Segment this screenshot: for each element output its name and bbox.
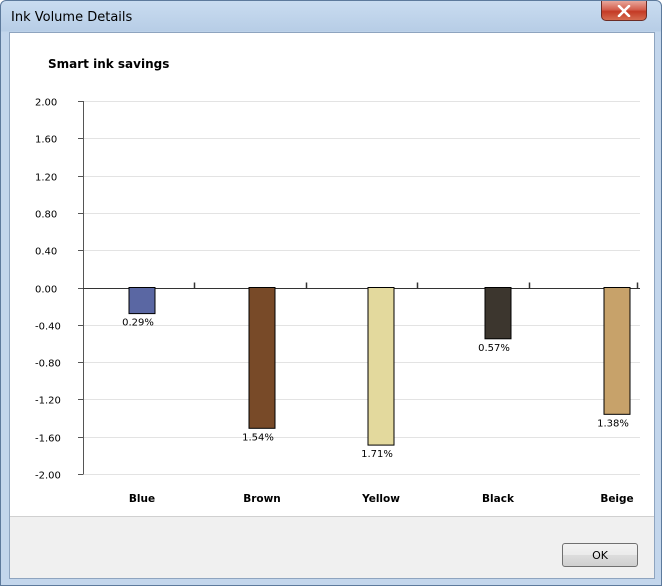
title-bar[interactable]: Ink Volume Details	[1, 1, 661, 32]
y-tick-label: -1.20	[35, 396, 61, 407]
bar-black	[484, 287, 512, 340]
category-label: Yellow	[361, 493, 400, 505]
bar-chart: 2.00 1.60 1.20 0.80 0.40 0.00 -0.40 -0.80 -1.20 -…	[35, 98, 640, 505]
y-tick-label: 0.80	[35, 210, 57, 221]
y-tick-label: -0.80	[35, 359, 61, 370]
bar-yellow	[367, 287, 395, 446]
y-tick-label: -2.00	[35, 471, 61, 482]
close-icon	[617, 5, 631, 17]
bar-brown	[248, 287, 276, 429]
window-title: Ink Volume Details	[11, 10, 133, 25]
bar-beige	[603, 287, 631, 415]
category-label: Black	[482, 493, 515, 505]
chart-title: Smart ink savings	[48, 57, 170, 71]
chart-panel: Smart ink savings 2.00 1.60 1.20 0.80 0.40 0.…	[10, 33, 654, 517]
y-tick-label: 1.20	[35, 173, 57, 184]
data-label: 1.38%	[597, 418, 629, 429]
y-tick-label: 1.60	[35, 135, 57, 146]
category-label: Brown	[243, 493, 281, 505]
y-tick-label: 0.40	[35, 247, 57, 258]
category-label: Beige	[600, 493, 633, 505]
bar-blue	[128, 287, 156, 315]
y-tick-label: 2.00	[35, 98, 57, 109]
category-label: Blue	[129, 493, 155, 505]
ok-button[interactable]: OK	[562, 543, 638, 567]
data-label: 1.54%	[242, 432, 274, 443]
y-tick-label: -0.40	[35, 322, 61, 333]
data-label: 1.71%	[361, 449, 393, 460]
y-tick-label: 0.00	[35, 285, 57, 296]
data-label: 0.29%	[122, 318, 154, 329]
data-label: 0.57%	[478, 343, 510, 354]
close-button[interactable]	[601, 1, 647, 21]
dialog-body: Smart ink savings 2.00 1.60 1.20 0.80 0.40 0.…	[9, 32, 655, 579]
y-tick-label: -1.60	[35, 434, 61, 445]
